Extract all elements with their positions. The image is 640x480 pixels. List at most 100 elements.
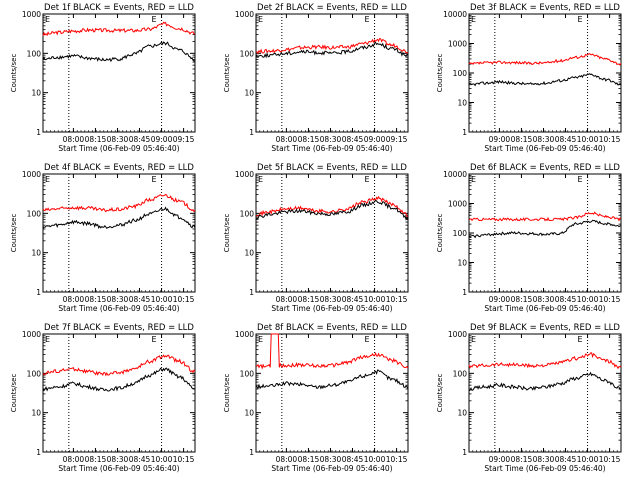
plot-frame xyxy=(42,173,196,293)
x-tick-label: 10:00 xyxy=(577,455,599,464)
chart-title: Det 8f BLACK = Events, RED = LLD xyxy=(257,323,407,333)
chart-panel-7: Det 7f BLACK = Events, RED = LLD 1 10 100 10… xyxy=(10,323,196,473)
plot-frame xyxy=(255,13,409,133)
x-axis-label: Start Time (06-Feb-09 05:46:40) xyxy=(484,464,605,473)
marker-label-e: E xyxy=(471,175,476,184)
y-axis-label: Counts/sec xyxy=(223,54,231,93)
x-tick-label: 10:00 xyxy=(364,455,386,464)
y-axis-label: Counts/sec xyxy=(10,374,18,413)
x-axis-label: Start Time (06-Feb-09 05:46:40) xyxy=(58,144,179,153)
y-axis-label: Counts/sec xyxy=(223,214,231,253)
x-tick-label: 09:15 xyxy=(173,135,195,144)
series-line-lld xyxy=(255,333,409,370)
x-tick-label: 08:15 xyxy=(511,455,533,464)
marker-label-e: E xyxy=(258,335,263,344)
plot-frame xyxy=(468,173,622,293)
y-tick-label: 1 xyxy=(462,128,467,137)
x-axis-label: Start Time (06-Feb-09 05:46:40) xyxy=(58,464,179,473)
marker-label-e: E xyxy=(471,15,476,24)
x-tick-label: 08:30 xyxy=(107,135,129,144)
marker-label-e: E xyxy=(365,15,370,24)
plot-frame xyxy=(42,333,196,453)
y-tick-label: 10 xyxy=(457,259,467,268)
x-tick-label: 08:00 xyxy=(276,135,298,144)
x-tick-label: 08:15 xyxy=(298,295,320,304)
y-tick-label: 100 xyxy=(453,229,468,238)
series-line-events xyxy=(468,371,622,391)
x-tick-label: 08:45 xyxy=(555,295,577,304)
y-tick-label: 1000 xyxy=(22,10,41,19)
y-tick-label: 10 xyxy=(31,409,41,418)
y-tick-label: 10 xyxy=(244,89,254,98)
y-tick-label: 1 xyxy=(249,288,254,297)
x-tick-label: 10:15 xyxy=(173,295,195,304)
y-tick-label: 100 xyxy=(240,369,255,378)
x-tick-label: 08:30 xyxy=(533,295,555,304)
x-tick-label: 08:45 xyxy=(342,455,364,464)
chart-title: Det 3f BLACK = Events, RED = LLD xyxy=(470,3,620,13)
x-tick-label: 10:15 xyxy=(599,455,621,464)
series-line-events xyxy=(42,206,196,230)
marker-label-e: E xyxy=(578,335,583,344)
chart-title: Det 5f BLACK = Events, RED = LLD xyxy=(257,163,407,173)
x-tick-label: 08:00 xyxy=(276,455,298,464)
x-tick-label: 08:00 xyxy=(276,295,298,304)
x-tick-label: 09:00 xyxy=(151,135,173,144)
y-axis-label: Counts/sec xyxy=(436,374,444,413)
x-tick-label: 08:15 xyxy=(85,295,107,304)
marker-label-e: E xyxy=(45,15,50,24)
chart-panel-3: Det 3f BLACK = Events, RED = LLD 1 10 100 10… xyxy=(436,3,622,153)
marker-label-e: E xyxy=(578,15,583,24)
marker-label-e: E xyxy=(258,15,263,24)
x-tick-label: 10:15 xyxy=(386,455,408,464)
x-axis-label: Start Time (06-Feb-09 05:46:40) xyxy=(271,464,392,473)
y-tick-label: 10 xyxy=(244,249,254,258)
x-tick-label: 10:00 xyxy=(151,455,173,464)
x-axis-label: Start Time (06-Feb-09 05:46:40) xyxy=(484,144,605,153)
series-line-events xyxy=(42,367,196,392)
y-tick-label: 10000 xyxy=(443,170,467,179)
x-tick-label: 10:15 xyxy=(599,295,621,304)
chart-panel-1: Det 1f BLACK = Events, RED = LLD 1 10 100 10… xyxy=(10,3,196,153)
x-tick-label: 10:00 xyxy=(577,295,599,304)
series-line-lld xyxy=(42,354,196,377)
chart-panel-8: Det 8f BLACK = Events, RED = LLD 1 10 100 10… xyxy=(223,323,409,473)
x-axis-label: Start Time (06-Feb-09 05:46:40) xyxy=(271,144,392,153)
chart-panel-5: Det 5f BLACK = Events, RED = LLD 1 10 100 10… xyxy=(223,163,409,313)
y-tick-label: 1 xyxy=(36,448,41,457)
y-tick-label: 1000 xyxy=(235,10,254,19)
x-tick-label: 08:30 xyxy=(107,455,129,464)
x-tick-label: 08:15 xyxy=(85,135,107,144)
x-tick-label: 08:30 xyxy=(320,135,342,144)
y-tick-label: 1000 xyxy=(448,330,467,339)
x-tick-label: 09:00 xyxy=(489,295,511,304)
x-tick-label: 08:45 xyxy=(129,455,151,464)
x-axis-label: Start Time (06-Feb-09 05:46:40) xyxy=(58,304,179,313)
chart-title: Det 7f BLACK = Events, RED = LLD xyxy=(44,323,194,333)
chart-title: Det 9f BLACK = Events, RED = LLD xyxy=(470,323,620,333)
y-tick-label: 1 xyxy=(462,288,467,297)
x-tick-label: 08:30 xyxy=(320,295,342,304)
x-tick-label: 10:00 xyxy=(364,295,386,304)
marker-label-e: E xyxy=(578,175,583,184)
y-axis-label: Counts/sec xyxy=(10,54,18,93)
series-line-events xyxy=(468,73,622,87)
y-tick-label: 1 xyxy=(36,128,41,137)
x-tick-label: 08:45 xyxy=(555,135,577,144)
x-tick-label: 08:30 xyxy=(533,135,555,144)
y-tick-label: 100 xyxy=(240,209,255,218)
x-tick-label: 08:45 xyxy=(342,135,364,144)
chart-title: Det 6f BLACK = Events, RED = LLD xyxy=(470,163,620,173)
y-tick-label: 10 xyxy=(457,99,467,108)
x-tick-label: 08:15 xyxy=(511,295,533,304)
series-line-events xyxy=(42,41,196,63)
y-tick-label: 1 xyxy=(36,288,41,297)
x-tick-label: 10:00 xyxy=(151,295,173,304)
x-axis-label: Start Time (06-Feb-09 05:46:40) xyxy=(484,304,605,313)
x-tick-label: 08:15 xyxy=(85,455,107,464)
series-line-events xyxy=(468,219,622,239)
y-tick-label: 1 xyxy=(249,128,254,137)
y-tick-label: 10 xyxy=(244,409,254,418)
y-tick-label: 1 xyxy=(249,448,254,457)
x-tick-label: 08:00 xyxy=(63,295,85,304)
